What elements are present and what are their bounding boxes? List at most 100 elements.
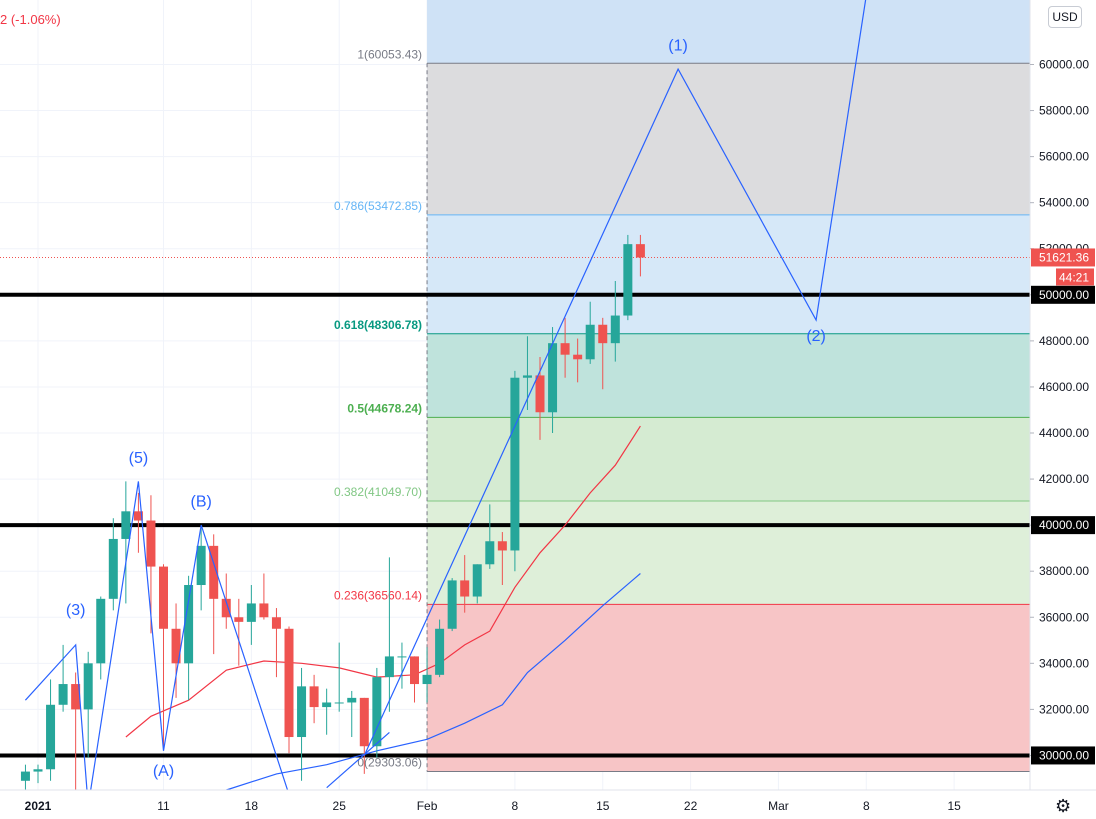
price-tick-label: 48000.00: [1039, 334, 1089, 348]
elliott-waves[interactable]: (3) (5) (A) (B) (1) (2): [24, 0, 867, 807]
currency-button[interactable]: USD: [1048, 6, 1082, 28]
candle-body: [20, 771, 30, 781]
candle-down: [133, 492, 143, 553]
price-change-text: 2 (-1.06%): [0, 12, 61, 27]
price-tick-label: 42000.00: [1039, 472, 1089, 486]
candle-body: [146, 520, 156, 567]
fib-level-label: 0.618(48306.78): [334, 318, 422, 332]
candle-up: [510, 370, 520, 572]
candle-body: [71, 684, 81, 710]
price-axis-bg: [1030, 0, 1096, 819]
time-axis[interactable]: 2021 11 18 25 Feb 8 15 22 Mar 8 15: [0, 789, 1096, 819]
candle-down: [359, 697, 369, 774]
candle-down: [271, 608, 281, 678]
candle-body: [234, 617, 244, 622]
candle-body: [96, 598, 106, 664]
candle-body: [422, 674, 432, 685]
candle-up: [347, 690, 357, 738]
level-price-badge: [1031, 746, 1095, 765]
candle-up: [372, 667, 382, 758]
candle-body: [334, 702, 344, 704]
candle-body: [121, 511, 131, 539]
fib-levels: 0(29303.06) 0.236(36560.14) 0.382(41049.70…: [334, 47, 1030, 773]
fib-level-label: 0.5(44678.24): [347, 401, 422, 415]
candle-up: [397, 642, 407, 689]
candle-body: [410, 656, 419, 685]
candle-up: [623, 234, 633, 321]
time-axis-bg: [0, 790, 1096, 819]
candle-body: [435, 628, 445, 675]
last-price-label: 51621.36: [1039, 250, 1089, 264]
candle-up: [322, 688, 332, 735]
candle-down: [234, 598, 244, 666]
fib-level-label: 1(60053.43): [357, 47, 422, 61]
level-price-badge: [1031, 516, 1095, 535]
candle-down: [573, 338, 583, 383]
candle-up: [472, 564, 482, 604]
candle-body: [297, 686, 307, 738]
candle-down: [635, 234, 645, 277]
candle-body: [46, 704, 56, 770]
candle-body: [610, 315, 620, 344]
candle-down: [497, 532, 507, 586]
time-tick-label: 15: [947, 799, 961, 813]
wave-label: (A): [153, 763, 174, 780]
fib-zones: [427, 0, 1030, 772]
fib-level-label: 0.236(36560.14): [334, 588, 422, 602]
candles: [20, 234, 645, 809]
candle-body: [598, 324, 608, 344]
gear-icon[interactable]: ⚙: [1055, 796, 1072, 817]
candle-body: [472, 564, 482, 597]
candle-body: [196, 545, 206, 586]
wave-label: (2): [806, 328, 826, 345]
time-tick-label: 2021: [25, 799, 52, 813]
candle-body: [159, 566, 168, 629]
candle-up: [96, 596, 106, 680]
candle-body: [560, 343, 570, 355]
last-price-badge: [1031, 248, 1095, 267]
candle-down: [460, 555, 470, 613]
candle-up: [46, 679, 56, 781]
level-price-badge-label: 30000.00: [1039, 748, 1089, 762]
fib-zone: [427, 500, 1030, 605]
price-axis[interactable]: 30000.00 32000.00 34000.00 36000.00 38000.00…: [1029, 0, 1096, 819]
price-tick-label: 44000.00: [1039, 426, 1089, 440]
candle-body: [573, 354, 583, 360]
candle-up: [58, 644, 68, 712]
candle-up: [585, 301, 595, 364]
wave-line: [363, 0, 867, 756]
price-tick-label: 36000.00: [1039, 610, 1089, 624]
candle-body: [284, 628, 294, 738]
candle-body: [460, 580, 470, 597]
candle-up: [83, 651, 93, 758]
time-tick-label: 8: [512, 799, 519, 813]
candle-up: [121, 481, 131, 604]
time-tick-label: 22: [684, 799, 698, 813]
time-tick-label: Mar: [768, 799, 789, 813]
candle-up: [384, 557, 394, 712]
candle-body: [133, 511, 143, 521]
candle-body: [246, 603, 256, 622]
candle-up: [485, 504, 495, 569]
price-tick-label: 34000.00: [1039, 656, 1089, 670]
candle-body: [221, 598, 231, 618]
price-tick-label: 58000.00: [1039, 104, 1089, 118]
candle-body: [510, 377, 520, 551]
candle-body: [209, 545, 219, 599]
fib-zone: [427, 417, 1030, 501]
price-tick-label: 54000.00: [1039, 196, 1089, 210]
wave-line: [326, 731, 390, 789]
price-tick-label: 32000.00: [1039, 702, 1089, 716]
fib-level-label: 0(29303.06): [357, 756, 422, 770]
candle-body: [347, 697, 357, 703]
candle-body: [271, 617, 281, 629]
time-tick-label: 11: [157, 799, 170, 813]
time-tick-label: 15: [596, 799, 610, 813]
wave-label: (1): [668, 38, 688, 55]
candle-body: [108, 538, 118, 599]
wave-label: (5): [129, 450, 149, 467]
candle-body: [485, 541, 495, 565]
level-price-badge: [1031, 285, 1095, 304]
candle-body: [635, 244, 645, 258]
